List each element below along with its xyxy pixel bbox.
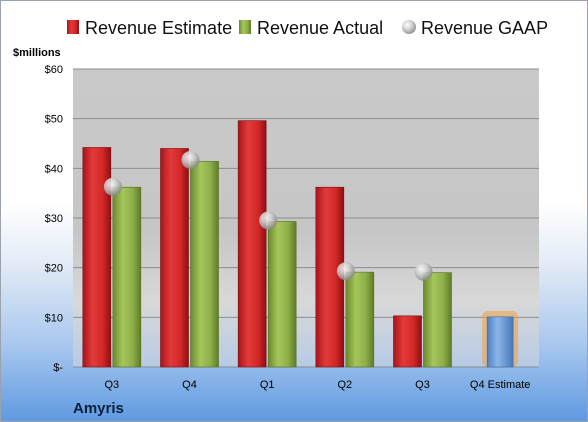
bar-revenue-actual: [345, 271, 375, 368]
bar-revenue-estimate: [237, 120, 267, 368]
bar-revenue-actual: [112, 186, 142, 368]
gaap-markers: [103, 150, 433, 281]
x-tick-label: Q2: [337, 379, 352, 391]
x-tick-label: Q3: [104, 379, 119, 391]
y-tick-label: $30: [45, 213, 63, 225]
marker-revenue-gaap: [181, 150, 200, 169]
bars: [82, 120, 519, 368]
x-tick-label: Q3: [415, 379, 430, 391]
legend-label-revenue-gaap: Revenue GAAP: [421, 18, 548, 38]
x-tick-label: Q4: [182, 379, 197, 391]
marker-revenue-gaap: [336, 262, 355, 281]
x-tick-label: Q1: [260, 379, 275, 391]
y-axis-unit-label: $millions: [13, 47, 61, 59]
y-tick-label: $10: [45, 312, 63, 324]
bar-revenue-estimate-next: [486, 316, 514, 368]
bar-revenue-estimate: [160, 148, 189, 368]
y-tick-label: $60: [45, 64, 63, 76]
legend: Revenue Estimate Revenue Actual Revenue …: [67, 18, 548, 38]
y-tick-label: $40: [45, 163, 63, 175]
legend-label-revenue-actual: Revenue Actual: [257, 18, 383, 38]
bar-revenue-actual: [267, 221, 297, 368]
y-tick-label: $50: [45, 114, 63, 126]
y-axis-ticks: $- $10 $20 $30 $40 $50 $60: [45, 64, 64, 374]
y-tick-label: $-: [53, 362, 63, 374]
bar-revenue-actual: [423, 272, 452, 368]
legend-swatch-revenue-actual: [239, 20, 251, 34]
marker-revenue-gaap: [259, 211, 278, 230]
y-tick-label: $20: [45, 263, 63, 275]
gridlines: [73, 68, 539, 368]
legend-marker-revenue-gaap: [402, 20, 416, 34]
company-name: Amyris: [73, 400, 124, 417]
marker-revenue-gaap: [414, 262, 433, 281]
legend-label-revenue-estimate: Revenue Estimate: [85, 18, 232, 38]
legend-swatch-revenue-estimate: [67, 20, 79, 34]
bar-revenue-estimate: [393, 315, 422, 368]
marker-revenue-gaap: [103, 177, 122, 196]
bar-revenue-actual: [190, 161, 219, 368]
x-axis-ticks: Q3 Q4 Q1 Q2 Q3 Q4 Estimate: [104, 379, 530, 391]
x-tick-label: Q4 Estimate: [470, 379, 531, 391]
